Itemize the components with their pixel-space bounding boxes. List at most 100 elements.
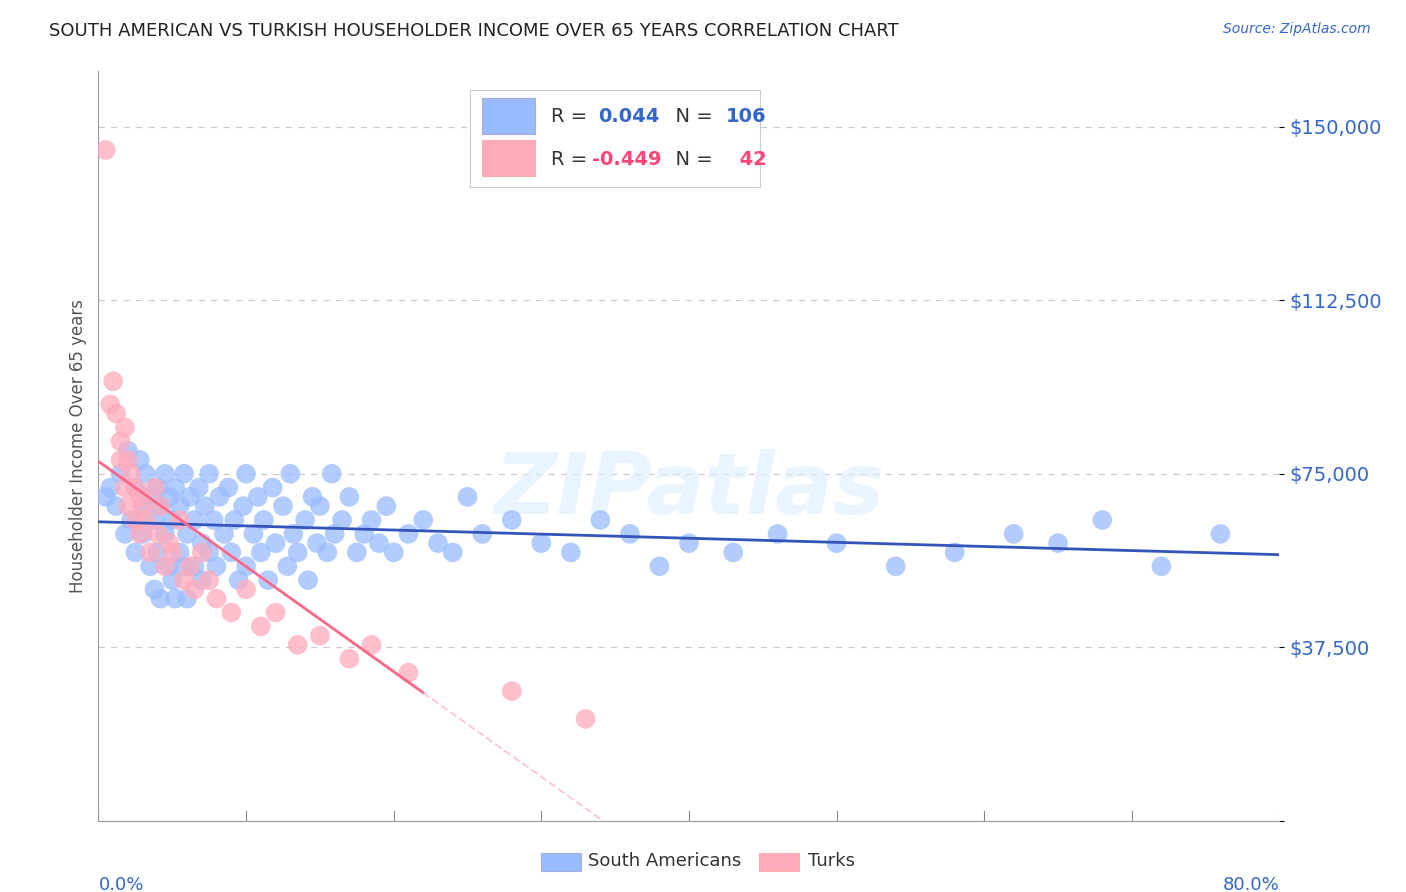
Point: [825, 536, 848, 550]
Point: [176, 591, 198, 606]
Point: [368, 536, 391, 550]
Point: [183, 582, 205, 597]
Point: [301, 490, 323, 504]
Point: [321, 467, 343, 481]
Point: [309, 499, 332, 513]
Point: [149, 499, 172, 513]
Point: [457, 490, 479, 504]
Point: [157, 536, 180, 550]
Point: [235, 582, 257, 597]
Point: [191, 536, 214, 550]
Point: [1091, 513, 1114, 527]
Point: [375, 499, 398, 513]
Point: [173, 467, 195, 481]
Point: [441, 545, 464, 559]
Point: [173, 573, 195, 587]
Point: [98, 397, 121, 411]
Point: [135, 513, 157, 527]
FancyBboxPatch shape: [482, 140, 536, 177]
Point: [110, 453, 132, 467]
Text: Turks: Turks: [808, 852, 855, 870]
Point: [232, 499, 254, 513]
Point: [242, 527, 264, 541]
Point: [132, 499, 155, 513]
Point: [110, 434, 132, 449]
Point: [165, 481, 187, 495]
Point: [264, 606, 287, 620]
Point: [124, 513, 146, 527]
Text: 0.044: 0.044: [598, 107, 659, 126]
Point: [309, 629, 332, 643]
Point: [575, 712, 598, 726]
Text: N =: N =: [664, 150, 718, 169]
Point: [173, 559, 195, 574]
Point: [280, 467, 302, 481]
Point: [146, 527, 169, 541]
Text: ZIPatlas: ZIPatlas: [494, 450, 884, 533]
Point: [128, 490, 150, 504]
Text: South Americans: South Americans: [588, 852, 741, 870]
Point: [678, 536, 700, 550]
Point: [501, 684, 523, 698]
Point: [110, 467, 132, 481]
Point: [114, 420, 136, 434]
Point: [105, 407, 128, 421]
FancyBboxPatch shape: [471, 90, 759, 187]
Point: [360, 513, 382, 527]
Point: [619, 527, 641, 541]
Text: 42: 42: [725, 150, 766, 169]
Point: [165, 591, 187, 606]
Point: [149, 591, 172, 606]
Point: [153, 467, 176, 481]
Text: -0.449: -0.449: [592, 150, 662, 169]
Text: 0.0%: 0.0%: [98, 876, 143, 892]
Point: [346, 545, 368, 559]
Point: [117, 443, 139, 458]
Point: [262, 481, 284, 495]
Point: [427, 536, 450, 550]
Point: [162, 513, 183, 527]
Point: [194, 499, 217, 513]
Point: [221, 545, 243, 559]
Point: [143, 582, 166, 597]
Text: SOUTH AMERICAN VS TURKISH HOUSEHOLDER INCOME OVER 65 YEARS CORRELATION CHART: SOUTH AMERICAN VS TURKISH HOUSEHOLDER IN…: [49, 22, 898, 40]
Text: N =: N =: [664, 107, 718, 126]
Point: [221, 606, 243, 620]
Point: [179, 490, 201, 504]
Point: [157, 559, 180, 574]
Point: [139, 490, 162, 504]
Point: [501, 513, 523, 527]
Point: [1150, 559, 1173, 574]
Point: [198, 545, 221, 559]
Point: [176, 527, 198, 541]
Point: [257, 573, 280, 587]
Point: [135, 467, 157, 481]
Point: [179, 559, 201, 574]
Point: [198, 467, 221, 481]
Point: [264, 536, 287, 550]
Point: [103, 374, 125, 388]
Point: [294, 513, 316, 527]
Point: [149, 499, 172, 513]
Point: [530, 536, 553, 550]
Point: [305, 536, 328, 550]
Point: [114, 481, 136, 495]
Point: [360, 638, 382, 652]
Point: [723, 545, 745, 559]
Point: [117, 453, 139, 467]
Point: [353, 527, 375, 541]
Point: [202, 513, 225, 527]
Point: [146, 481, 169, 495]
Point: [146, 545, 169, 559]
Point: [943, 545, 966, 559]
Point: [330, 513, 353, 527]
Point: [287, 545, 309, 559]
Point: [250, 545, 273, 559]
Point: [212, 527, 235, 541]
Point: [124, 481, 146, 495]
Point: [228, 573, 250, 587]
Point: [382, 545, 405, 559]
Point: [191, 545, 214, 559]
Point: [153, 527, 176, 541]
Point: [560, 545, 582, 559]
